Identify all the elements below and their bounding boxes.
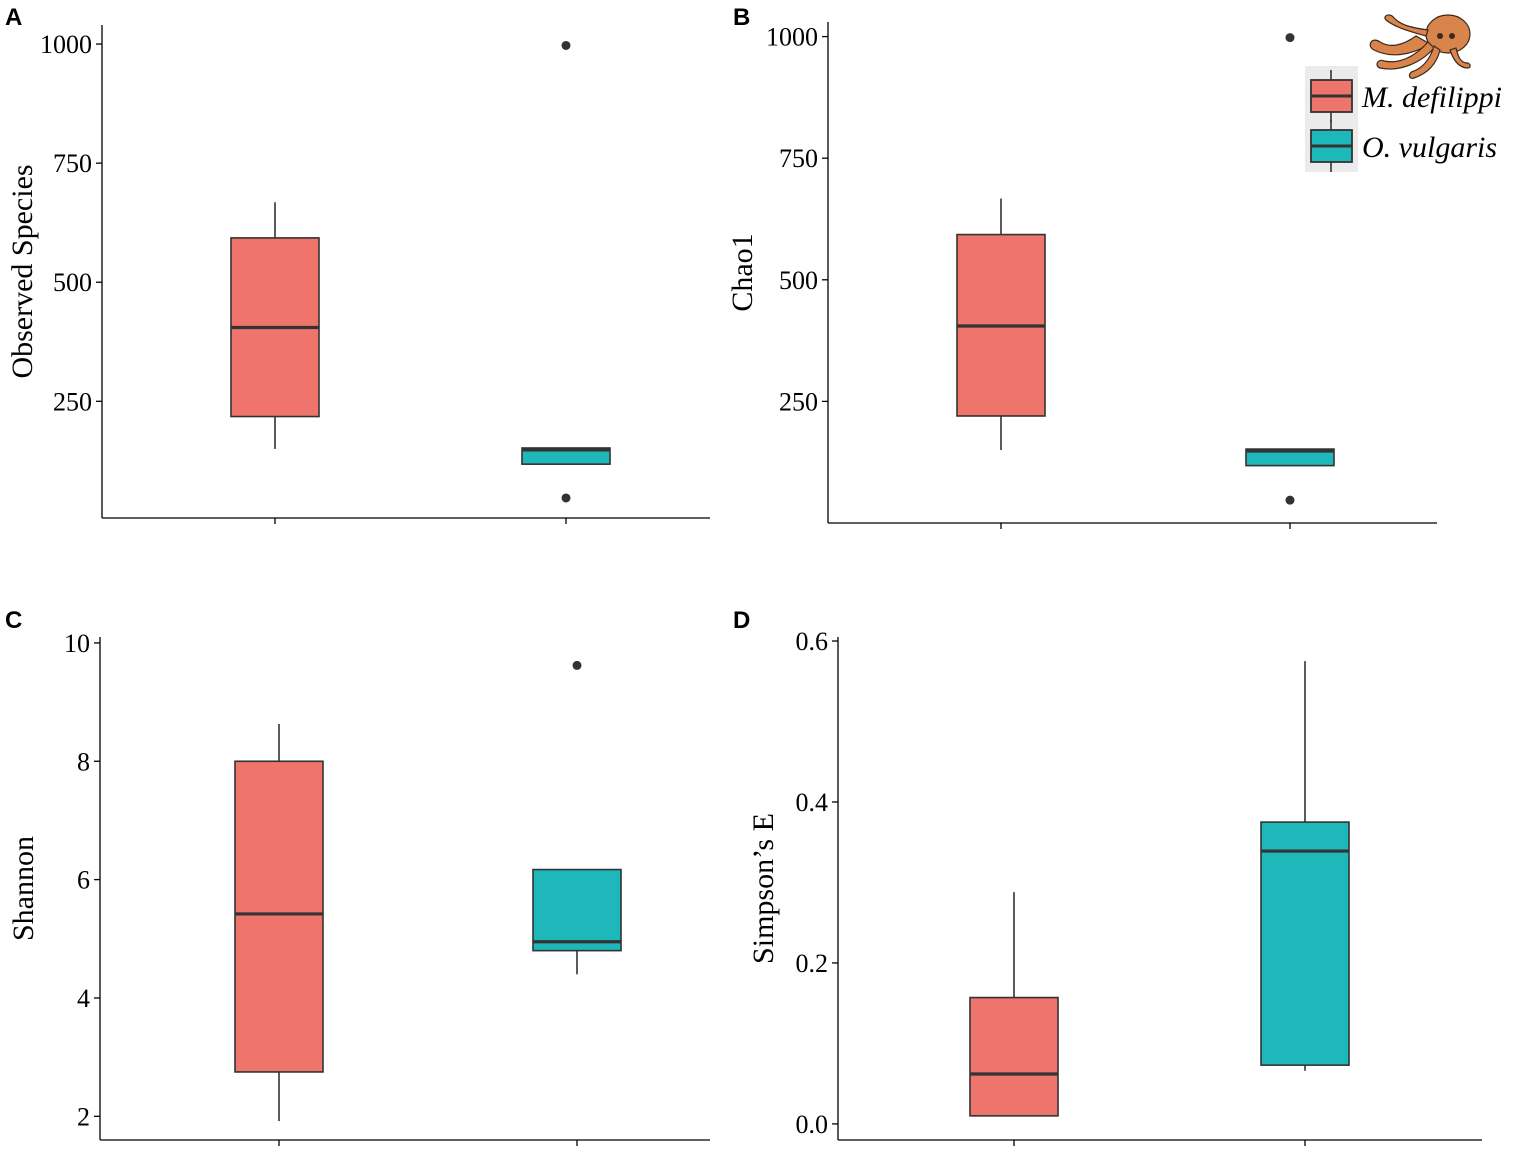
y-tick-label: 10 — [64, 629, 90, 658]
y-tick-label: 6 — [77, 866, 90, 895]
panel-a: A 250 500 750 1000 Observed Species — [5, 4, 710, 524]
panel-letter: C — [5, 607, 22, 634]
legend: M. defilippi O. vulgaris — [1305, 14, 1502, 172]
y-tick-label: 0.0 — [796, 1110, 829, 1139]
legend-entry: O. vulgaris — [1310, 120, 1497, 172]
box-m-defilippi — [230, 202, 320, 449]
box-m-defilippi — [969, 892, 1059, 1117]
box-iqr — [521, 447, 611, 465]
y-tick-label: 1000 — [40, 30, 92, 59]
outlier-point — [1285, 33, 1295, 43]
box-o-vulgaris — [521, 40, 611, 503]
y-axis-title: Simpson’s E — [747, 813, 780, 964]
box-iqr — [1245, 448, 1335, 467]
y-axis-title: Shannon — [7, 836, 40, 941]
box-iqr — [1260, 821, 1350, 1066]
octopus-icon — [1369, 14, 1471, 79]
panel-letter: B — [733, 4, 750, 31]
y-tick-label: 0.2 — [796, 949, 829, 978]
y-tick-label: 500 — [779, 266, 818, 295]
box-iqr — [234, 760, 324, 1073]
y-tick-label: 0.4 — [796, 788, 829, 817]
y-tick-label: 1000 — [766, 23, 818, 52]
y-tick-label: 4 — [77, 984, 90, 1013]
box-m-defilippi — [234, 723, 324, 1122]
box-o-vulgaris — [1245, 33, 1335, 505]
panel-d: D 0.0 0.2 0.4 0.6 Simpson’s E — [733, 607, 1482, 1146]
y-tick-label: 750 — [53, 149, 92, 178]
y-axis-title: Observed Species — [6, 164, 39, 378]
panel-letter: D — [733, 607, 750, 634]
legend-label: M. defilippi — [1361, 81, 1502, 114]
y-tick-label: 250 — [779, 387, 818, 416]
outlier-point — [1285, 495, 1295, 505]
outlier-point — [572, 660, 582, 670]
legend-label: O. vulgaris — [1362, 131, 1497, 164]
y-axis-title: Chao1 — [726, 233, 759, 311]
legend-entry: M. defilippi — [1310, 70, 1502, 122]
box-m-defilippi — [956, 198, 1046, 451]
y-tick-label: 8 — [77, 747, 90, 776]
panel-letter: A — [5, 4, 22, 31]
box-iqr — [532, 868, 622, 952]
y-tick-label: 2 — [77, 1102, 90, 1131]
panel-b: B 250 500 750 1000 Chao1 — [726, 4, 1437, 529]
outlier-point — [561, 493, 571, 503]
box-o-vulgaris — [532, 660, 622, 975]
y-tick-label: 0.6 — [796, 627, 829, 656]
y-tick-label: 500 — [53, 268, 92, 297]
box-iqr — [969, 996, 1059, 1117]
outlier-point — [561, 40, 571, 50]
panel-c: C 2 4 6 8 10 Shannon — [5, 607, 710, 1146]
y-tick-label: 750 — [779, 144, 818, 173]
box-o-vulgaris — [1260, 661, 1350, 1071]
y-tick-label: 250 — [53, 387, 92, 416]
